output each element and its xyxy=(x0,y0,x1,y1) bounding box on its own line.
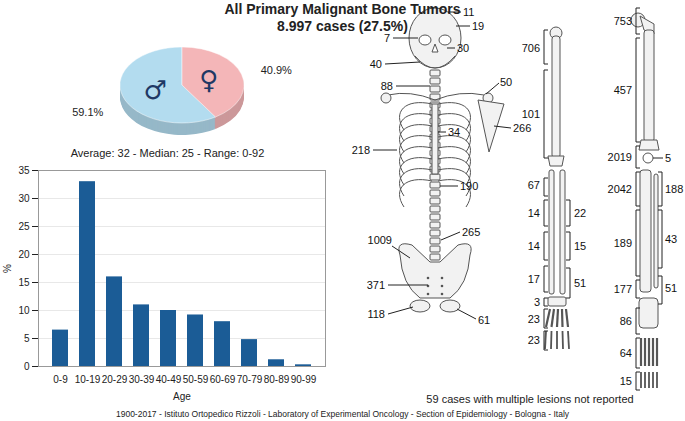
html-text:Average: 32 - Median: 25 - Ran: Average: 32 - Median: 25 - Range: 0-92 xyxy=(70,147,265,159)
svg-text:67: 67 xyxy=(528,179,540,191)
svg-text:266: 266 xyxy=(513,122,531,134)
svg-text:70-79: 70-79 xyxy=(237,374,263,385)
svg-text:22: 22 xyxy=(574,207,586,219)
svg-text:60-69: 60-69 xyxy=(210,374,236,385)
svg-text:7: 7 xyxy=(383,32,390,44)
svg-text:15: 15 xyxy=(18,277,30,288)
svg-text:14: 14 xyxy=(528,240,540,252)
svg-text:20: 20 xyxy=(18,249,30,260)
svg-text:34: 34 xyxy=(448,126,460,138)
svg-text:14: 14 xyxy=(528,207,540,219)
svg-text:%: % xyxy=(2,264,13,273)
svg-text:118: 118 xyxy=(367,308,385,320)
svg-text:90-99: 90-99 xyxy=(291,374,317,385)
svg-text:753: 753 xyxy=(614,15,632,27)
svg-text:11: 11 xyxy=(463,6,474,18)
svg-text:30-39: 30-39 xyxy=(129,374,155,385)
svg-text:43: 43 xyxy=(665,233,677,245)
svg-text:10: 10 xyxy=(18,305,30,316)
html-text:59 cases with multiple lesions: 59 cases with multiple lesions not repor… xyxy=(426,393,634,405)
svg-text:15: 15 xyxy=(620,375,632,387)
svg-text:3: 3 xyxy=(534,296,540,308)
svg-text:30: 30 xyxy=(18,193,30,204)
svg-text:17: 17 xyxy=(528,273,540,285)
svg-text:2019: 2019 xyxy=(608,151,632,163)
svg-text:19: 19 xyxy=(472,20,484,32)
svg-text:51: 51 xyxy=(574,277,586,289)
svg-text:64: 64 xyxy=(620,347,632,359)
html-text:8.997 cases (27.5%): 8.997 cases (27.5%) xyxy=(277,18,408,34)
svg-text:0: 0 xyxy=(24,361,30,372)
svg-text:10-19: 10-19 xyxy=(75,374,101,385)
svg-text:30: 30 xyxy=(457,42,469,54)
svg-text:457: 457 xyxy=(614,84,632,96)
svg-text:189: 189 xyxy=(614,237,632,249)
html-text:All Primary Malignant Bone Tum: All Primary Malignant Bone Tumors xyxy=(224,1,461,17)
svg-text:80-89: 80-89 xyxy=(264,374,290,385)
svg-text:101: 101 xyxy=(522,108,540,120)
svg-text:50: 50 xyxy=(500,76,512,88)
svg-text:25: 25 xyxy=(18,221,30,232)
svg-text:23: 23 xyxy=(528,334,540,346)
svg-text:♀: ♀ xyxy=(199,65,218,95)
svg-text:59.1%: 59.1% xyxy=(72,106,103,118)
svg-text:40.9%: 40.9% xyxy=(261,64,292,76)
svg-text:5: 5 xyxy=(24,333,30,344)
svg-text:Age: Age xyxy=(173,391,191,402)
svg-text:50-59: 50-59 xyxy=(183,374,209,385)
svg-text:86: 86 xyxy=(620,315,632,327)
svg-text:0-9: 0-9 xyxy=(53,374,68,385)
svg-text:706: 706 xyxy=(522,42,540,54)
svg-text:371: 371 xyxy=(367,279,385,291)
svg-text:2042: 2042 xyxy=(608,183,632,195)
svg-text:40-49: 40-49 xyxy=(156,374,182,385)
svg-text:35: 35 xyxy=(18,165,30,176)
svg-text:61: 61 xyxy=(478,314,490,326)
svg-text:♂: ♂ xyxy=(144,75,167,105)
svg-text:15: 15 xyxy=(574,240,586,252)
svg-text:218: 218 xyxy=(352,144,370,156)
svg-text:188: 188 xyxy=(665,183,683,195)
svg-text:23: 23 xyxy=(528,313,540,325)
svg-text:1009: 1009 xyxy=(368,234,392,246)
svg-text:177: 177 xyxy=(614,283,632,295)
svg-text:88: 88 xyxy=(381,80,393,92)
html-text:1900-2017 - Istituto Ortopedic: 1900-2017 - Istituto Ortopedico Rizzoli … xyxy=(116,409,569,419)
svg-text:190: 190 xyxy=(460,180,478,192)
svg-text:51: 51 xyxy=(665,282,677,294)
svg-text:20-29: 20-29 xyxy=(102,374,128,385)
svg-text:5: 5 xyxy=(665,152,671,164)
svg-text:265: 265 xyxy=(462,226,480,238)
svg-text:40: 40 xyxy=(370,58,382,70)
